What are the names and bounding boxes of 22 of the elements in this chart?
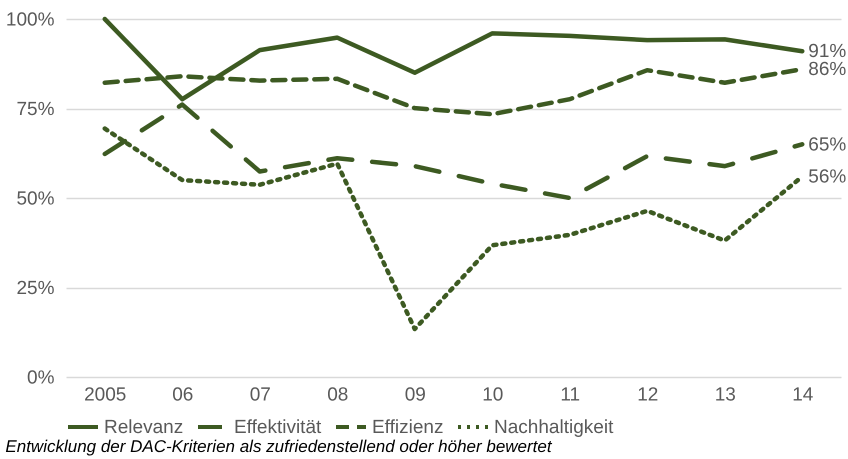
y-tick-label: 100%: [6, 10, 55, 30]
legend-label: Relevanz: [104, 417, 184, 438]
x-tick-label: 12: [637, 384, 658, 406]
legend-label: Effektivität: [234, 417, 322, 438]
y-tick-label: 75%: [16, 99, 55, 120]
y-tick-label: 50%: [16, 188, 55, 210]
data-label: 65%: [808, 134, 846, 156]
x-tick-label: 07: [250, 384, 271, 406]
x-tick-label: 14: [792, 384, 814, 406]
y-tick-label: 0%: [27, 368, 55, 388]
legend-label: Nachhaltigkeit: [494, 417, 614, 438]
text: Entwicklung der DAC-Kriterien als zufriedenstellend oder höher bewertet: [5, 437, 553, 456]
x-tick-label: 10: [482, 384, 504, 406]
x-tick-label: 08: [327, 384, 348, 406]
x-tick-label: 06: [172, 384, 194, 406]
x-tick-label: 11: [560, 384, 580, 406]
y-tick-label: 25%: [16, 278, 55, 299]
x-tick-label: 09: [404, 384, 426, 406]
x-tick-label: 2005: [84, 384, 126, 406]
x-tick-label: 13: [714, 384, 736, 406]
data-label: 56%: [808, 166, 846, 188]
legend-label: Effizienz: [372, 417, 444, 438]
